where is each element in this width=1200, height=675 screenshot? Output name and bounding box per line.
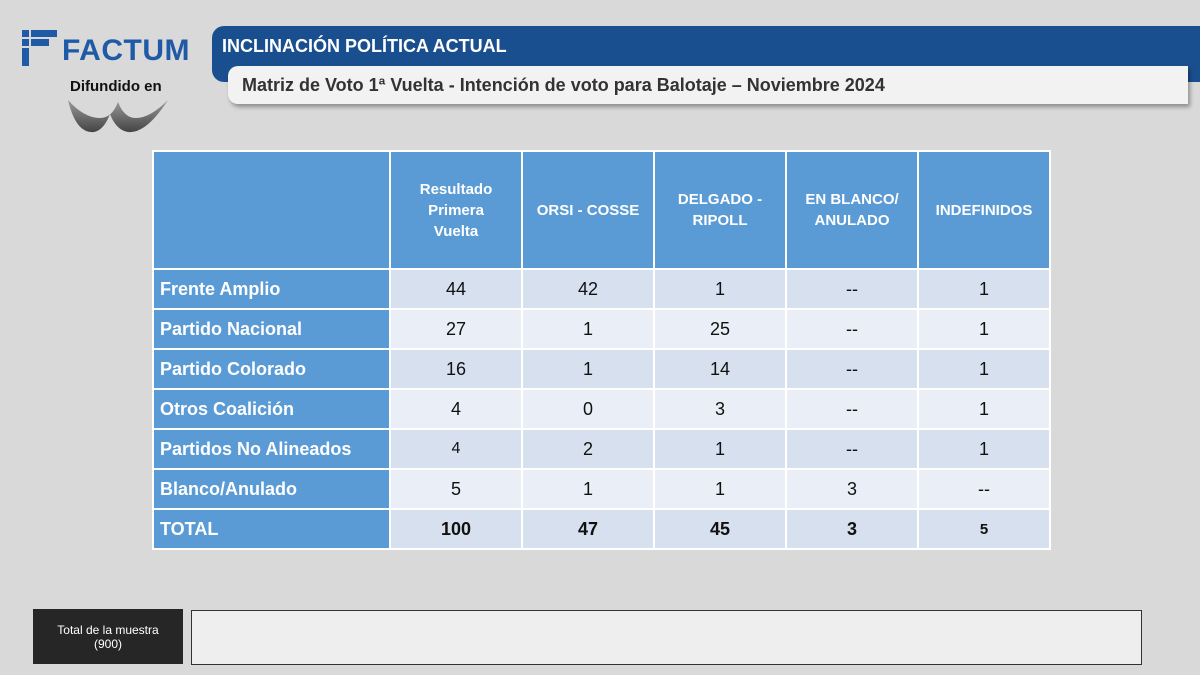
table-row: Partido Colorado 16 1 14 -- 1 [152,348,1051,390]
cell-value: -- [785,268,919,310]
column-header-orsi-cosse: ORSI - COSSE [521,150,655,270]
column-header-undecided: INDEFINIDOS [917,150,1051,270]
table-row: Blanco/Anulado 5 1 1 3 -- [152,468,1051,510]
cell-value: -- [917,468,1051,510]
cell-value: 0 [521,388,655,430]
cell-value: 1 [653,428,787,470]
factum-logo-mark-icon [22,30,60,68]
cell-value: 3 [785,468,919,510]
vote-matrix-table: Resultado Primera Vuelta ORSI - COSSE DE… [152,150,1051,550]
sample-value: (900) [93,636,122,651]
table-row: Otros Coalición 4 0 3 -- 1 [152,388,1051,430]
cell-value: 4 [389,428,523,470]
cell-value: 4 [389,388,523,430]
table-row: Frente Amplio 44 42 1 -- 1 [152,268,1051,310]
cell-value: 100 [389,508,523,550]
cell-value: 44 [389,268,523,310]
cell-value: 42 [521,268,655,310]
row-label: Partidos No Alineados [152,428,391,470]
column-header-delgado-ripoll: DELGADO - RIPOLL [653,150,787,270]
cell-value: 3 [653,388,787,430]
page-subtitle: Matriz de Voto 1ª Vuelta - Intención de … [242,75,885,95]
brand-name: FACTUM [62,34,190,67]
cell-value: 5 [917,508,1051,550]
cell-value: 5 [389,468,523,510]
sample-size-box: Total de la muestra (900) [33,609,183,664]
cell-value: 1 [521,348,655,390]
column-header-empty [152,150,391,270]
cell-value: 1 [917,268,1051,310]
page-title: INCLINACIÓN POLÍTICA ACTUAL [222,36,507,56]
cell-value: 1 [917,388,1051,430]
cell-value: 1 [521,468,655,510]
cell-value: -- [785,388,919,430]
sample-label: Total de la muestra [57,622,159,637]
cell-value: 16 [389,348,523,390]
cell-value: 1 [917,428,1051,470]
row-label: Partido Colorado [152,348,391,390]
table-header-row: Resultado Primera Vuelta ORSI - COSSE DE… [152,150,1051,270]
table-row: Partido Nacional 27 1 25 -- 1 [152,308,1051,350]
cell-value: 2 [521,428,655,470]
cell-value: 14 [653,348,787,390]
factum-logo: FACTUM [22,30,202,70]
cell-value: 45 [653,508,787,550]
cell-value: -- [785,428,919,470]
cell-value: 27 [389,308,523,350]
cell-value: -- [785,308,919,350]
media-w-logo-icon [68,100,168,133]
cell-value: 1 [653,268,787,310]
table-row-total: TOTAL 100 47 45 3 5 [152,508,1051,550]
column-header-first-round: Resultado Primera Vuelta [389,150,523,270]
table-row: Partidos No Alineados 4 2 1 -- 1 [152,428,1051,470]
cell-value: 1 [521,308,655,350]
row-label: Blanco/Anulado [152,468,391,510]
diffused-label: Difundido en [70,78,162,95]
cell-value: 1 [917,308,1051,350]
cell-value: 1 [917,348,1051,390]
cell-value: 3 [785,508,919,550]
cell-value: 25 [653,308,787,350]
cell-value: -- [785,348,919,390]
subtitle-box [228,66,1188,104]
row-label: Frente Amplio [152,268,391,310]
row-label: Partido Nacional [152,308,391,350]
row-label: TOTAL [152,508,391,550]
row-label: Otros Coalición [152,388,391,430]
column-header-blank-void: EN BLANCO/ ANULADO [785,150,919,270]
notes-box [191,610,1142,665]
cell-value: 47 [521,508,655,550]
cell-value: 1 [653,468,787,510]
